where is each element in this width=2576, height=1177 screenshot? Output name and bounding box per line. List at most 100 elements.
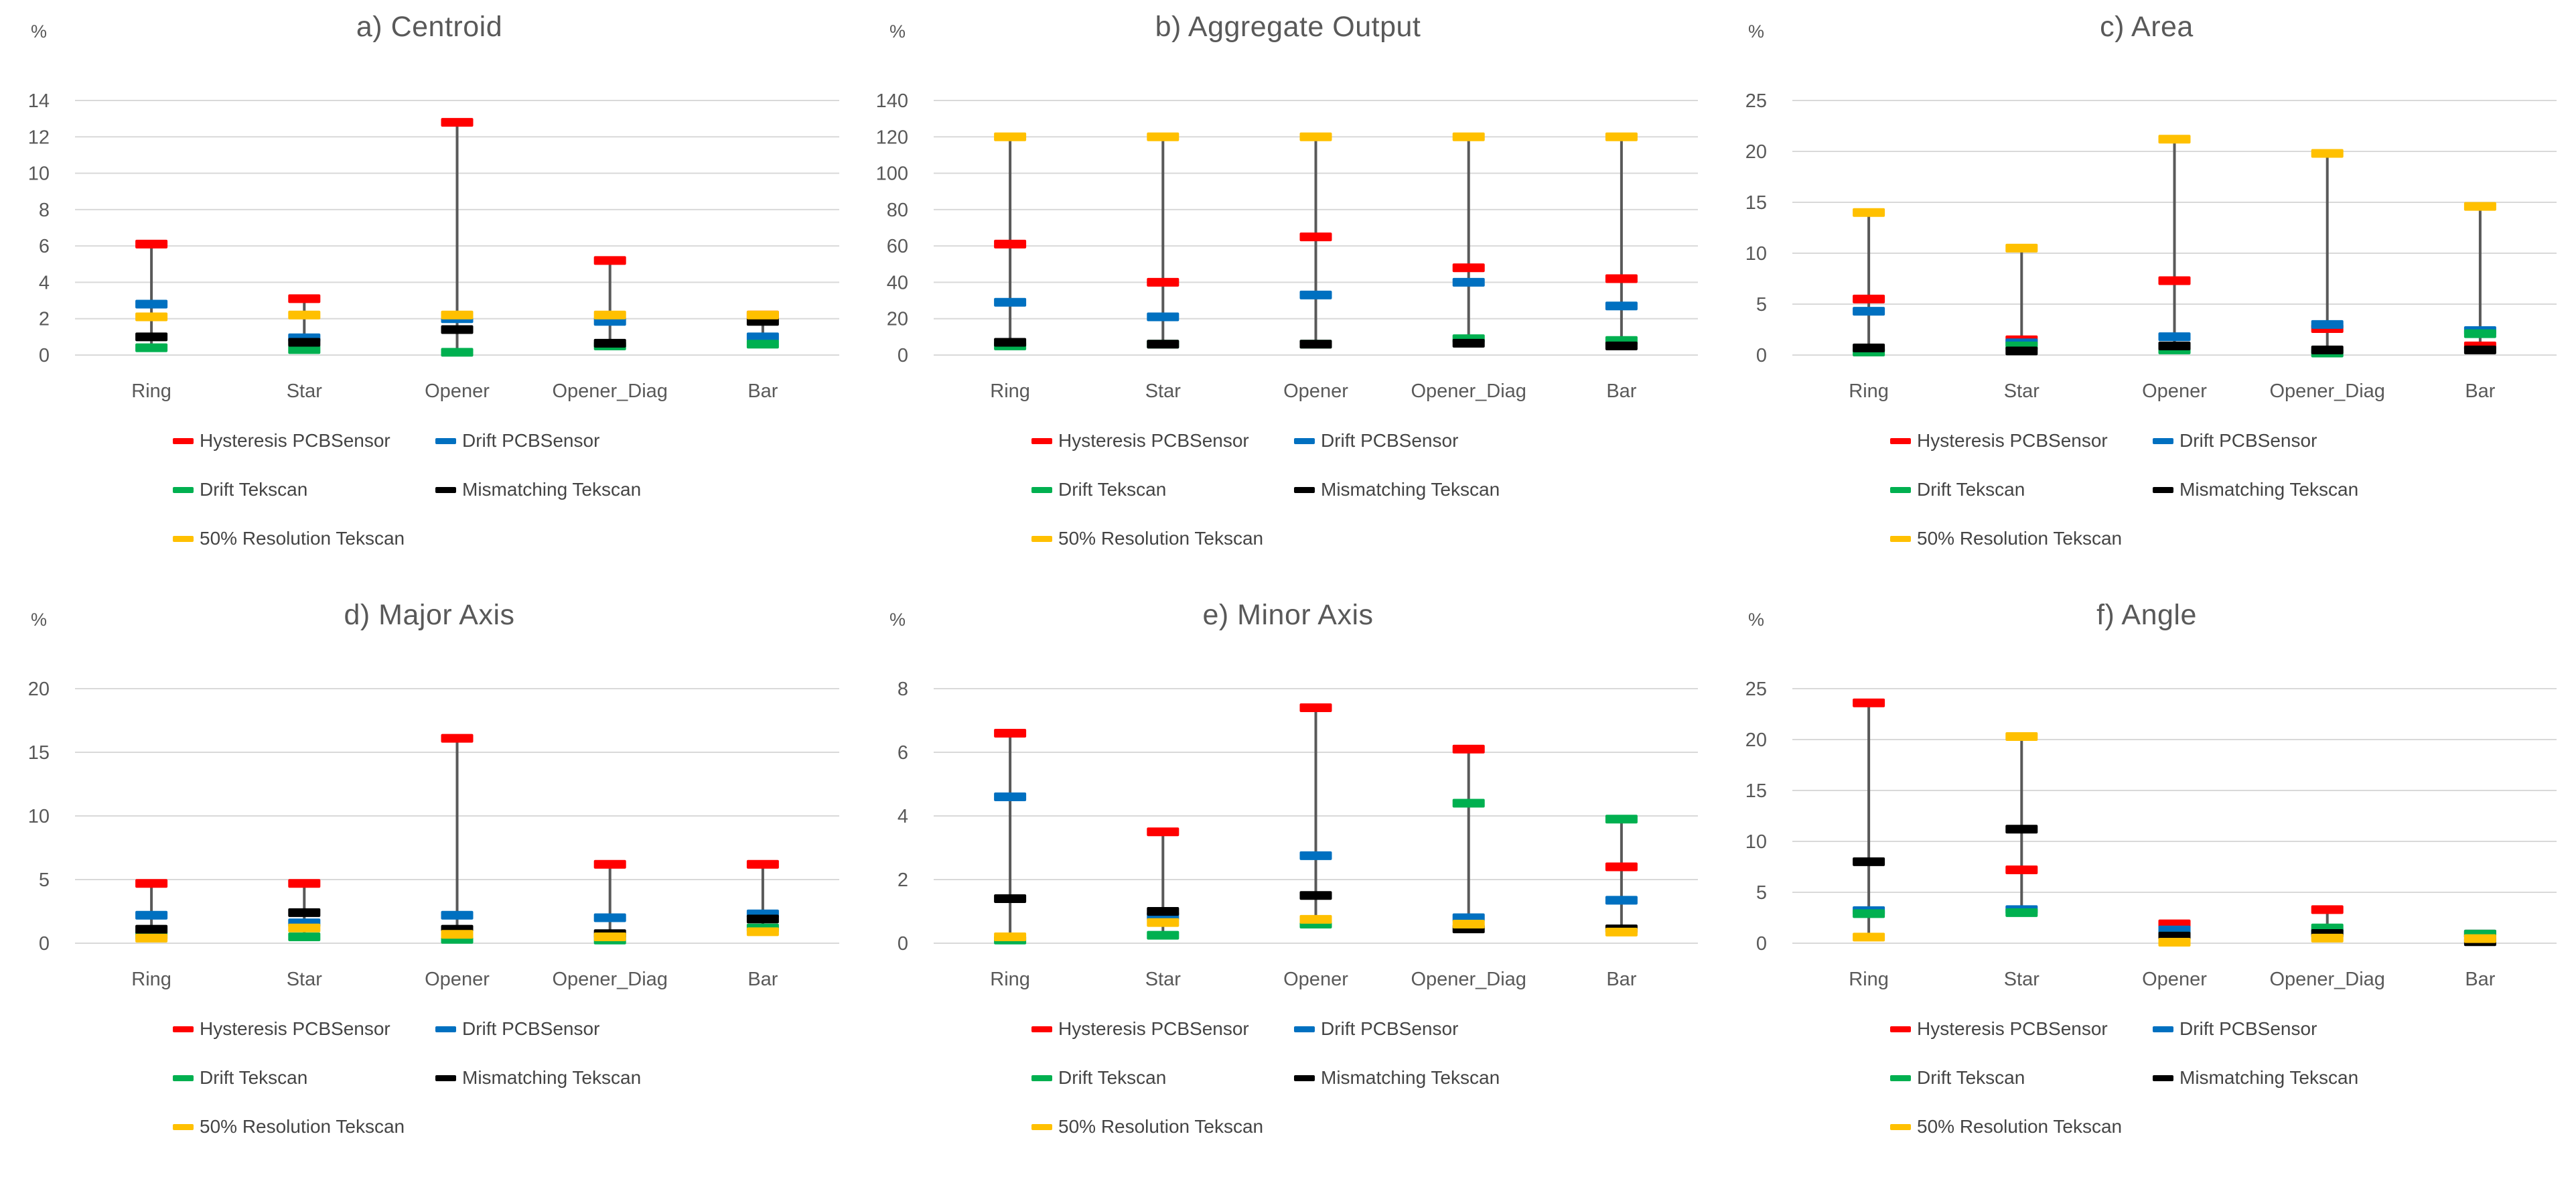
legend-item: Hysteresis PCBSensor — [1890, 1018, 2153, 1040]
series-marker — [288, 345, 321, 354]
y-tick-label: 8 — [39, 200, 50, 221]
legend-label: Hysteresis PCBSensor — [200, 1018, 390, 1039]
series-marker — [1605, 132, 1638, 141]
legend-dash-icon — [2153, 1075, 2173, 1081]
series-marker — [994, 729, 1027, 738]
legend-dash-icon — [1890, 1026, 1911, 1032]
legend-item: Drift Tekscan — [1031, 479, 1294, 500]
y-tick-label: 2 — [898, 870, 908, 891]
series-marker — [441, 910, 474, 920]
category-label: Ring — [131, 969, 171, 990]
series-marker — [288, 932, 321, 941]
series-marker — [288, 338, 321, 347]
y-axis-unit-label: % — [1748, 610, 1765, 630]
chart-title: a) Centroid — [356, 11, 503, 43]
series-marker — [135, 299, 168, 309]
category-label: Opener_Diag — [1411, 380, 1526, 402]
legend-item: Drift PCBSensor — [2153, 1018, 2358, 1040]
series-marker — [288, 294, 321, 303]
series-marker — [135, 924, 168, 934]
chart-legend: Hysteresis PCBSensor Drift PCBSensor Dri… — [1890, 430, 2358, 549]
y-tick-label: 10 — [28, 806, 50, 827]
legend-label: Drift Tekscan — [1917, 479, 2025, 500]
legend-dash-icon — [173, 1123, 194, 1130]
y-tick-label: 0 — [1756, 345, 1767, 366]
legend-label: Mismatching Tekscan — [462, 1067, 642, 1088]
y-tick-label: 5 — [1756, 294, 1767, 316]
category-label: Bar — [2465, 969, 2495, 990]
legend-item: Mismatching Tekscan — [1294, 479, 1500, 500]
series-marker — [593, 310, 626, 320]
chart-legend: Hysteresis PCBSensor Drift PCBSensor Dri… — [1031, 430, 1500, 549]
chart-legend: Hysteresis PCBSensor Drift PCBSensor Dri… — [173, 430, 641, 549]
chart-panel: % e) Minor Axis 0 2 4 6 8 Ring Star Opener Opene… — [859, 588, 1717, 1176]
legend-dash-icon — [1294, 1026, 1315, 1032]
series-marker — [2005, 825, 2038, 834]
legend-item: Hysteresis PCBSensor — [1031, 1018, 1294, 1040]
legend-label: Mismatching Tekscan — [462, 479, 642, 500]
series-marker — [2158, 937, 2191, 947]
series-marker — [135, 879, 168, 888]
chart-legend: Hysteresis PCBSensor Drift PCBSensor Dri… — [1890, 1018, 2358, 1137]
chart-panel: % f) Angle 0 5 10 15 20 25 Ring Star Opener Opene… — [1717, 588, 2576, 1176]
series-marker — [1853, 698, 1885, 707]
legend-label: Hysteresis PCBSensor — [1058, 1018, 1249, 1039]
series-marker — [1452, 799, 1485, 808]
category-label: Star — [287, 380, 323, 402]
y-tick-label: 2 — [39, 309, 50, 330]
legend-label: Mismatching Tekscan — [2179, 479, 2359, 500]
y-tick-label: 20 — [1745, 730, 1767, 751]
y-axis-unit-label: % — [889, 21, 906, 42]
legend-label: Drift Tekscan — [200, 1067, 308, 1088]
category-label: Opener — [2142, 380, 2207, 402]
legend-item: Drift PCBSensor — [2153, 430, 2358, 452]
series-marker — [135, 343, 168, 352]
legend-item: Drift Tekscan — [173, 1067, 435, 1089]
legend-dash-icon — [2153, 486, 2173, 493]
legend-item: Mismatching Tekscan — [435, 479, 641, 500]
series-marker — [2158, 332, 2191, 342]
chart-plot: 0 20 40 60 80 100 120 140 Ring Star Opener Opener_D… — [876, 90, 1698, 402]
series-marker — [2005, 866, 2038, 875]
series-marker — [1853, 343, 1885, 352]
legend-item: Mismatching Tekscan — [2153, 479, 2358, 500]
series-marker — [1299, 851, 1332, 860]
y-tick-label: 40 — [887, 272, 908, 293]
category-label: Ring — [990, 969, 1030, 990]
series-marker — [2311, 345, 2344, 354]
chart-panel: % d) Major Axis 0 5 10 15 20 Ring Star Opener Op… — [0, 588, 859, 1176]
legend-dash-icon — [1031, 437, 1052, 444]
legend-label: Drift Tekscan — [1058, 479, 1167, 500]
y-tick-label: 25 — [1745, 679, 1767, 700]
series-marker — [441, 118, 474, 127]
series-marker — [994, 338, 1027, 347]
chart-plot: 0 5 10 15 20 Ring Star Opener Opener_Diag Bar — [28, 679, 839, 990]
series-marker — [2158, 276, 2191, 285]
y-tick-label: 140 — [876, 90, 908, 112]
legend-item: 50% Resolution Tekscan — [173, 528, 435, 549]
legend-dash-icon — [1890, 1075, 1911, 1081]
series-marker — [2463, 934, 2496, 943]
chart-panel: % b) Aggregate Output 0 20 40 60 80 100 120 140… — [859, 0, 1717, 588]
series-marker — [288, 310, 321, 320]
series-marker — [1147, 132, 1179, 141]
y-axis-unit-label: % — [31, 21, 48, 42]
series-marker — [135, 933, 168, 943]
category-label: Bar — [747, 380, 778, 402]
category-label: Star — [2004, 969, 2040, 990]
series-marker — [1605, 301, 1638, 311]
chart-plot: 0 5 10 15 20 25 Ring Star Opener Opener_Diag Bar — [1745, 90, 2557, 402]
legend-item: Mismatching Tekscan — [1294, 1067, 1500, 1089]
legend-label: Drift PCBSensor — [2179, 430, 2317, 451]
legend-dash-icon — [2153, 1026, 2173, 1032]
category-label: Star — [287, 969, 323, 990]
series-marker — [1299, 703, 1332, 712]
series-marker — [1452, 263, 1485, 273]
y-tick-label: 0 — [39, 933, 50, 955]
series-marker — [1605, 274, 1638, 283]
series-marker — [994, 297, 1027, 307]
series-marker — [2311, 320, 2344, 329]
legend-label: Mismatching Tekscan — [1321, 1067, 1500, 1088]
category-label: Opener_Diag — [552, 969, 668, 990]
y-tick-label: 14 — [28, 90, 50, 112]
